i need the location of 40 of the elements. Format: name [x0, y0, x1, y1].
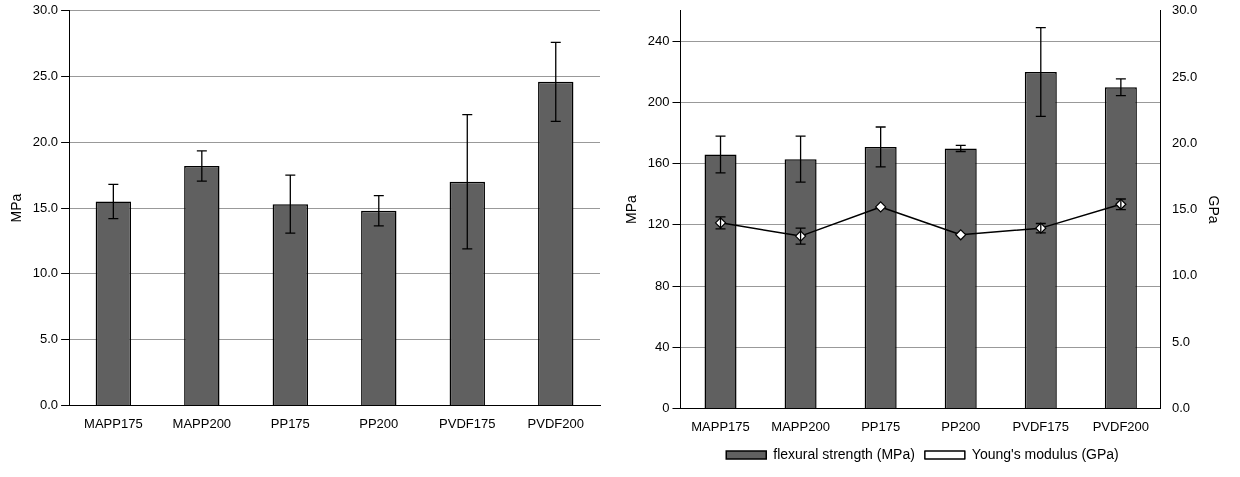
y-tick-label: 0 — [662, 399, 670, 415]
y-tick-label: 0.0 — [40, 396, 59, 412]
y2-tick-label: 10.0 — [1171, 267, 1198, 283]
y2-tick-label: 25.0 — [1171, 68, 1198, 84]
x-tick-label: PVDF200 — [527, 415, 584, 431]
x-tick-label: PVDF175 — [1012, 418, 1069, 434]
x-tick-label: PVDF175 — [439, 415, 496, 431]
y-tick-label: 15.0 — [32, 199, 59, 215]
x-tick-label: PP200 — [941, 418, 981, 434]
y-tick-label: 200 — [647, 94, 670, 110]
x-tick-label: MAPP175 — [84, 415, 143, 431]
y-tick-label: 25.0 — [32, 68, 59, 84]
y2-tick-label: 0.0 — [1171, 399, 1190, 415]
y-axis-title: MPa — [623, 195, 640, 224]
y-tick-label: 10.0 — [32, 265, 59, 281]
y-axis-title: MPa — [8, 193, 25, 223]
x-tick-label: PP200 — [359, 415, 399, 431]
y2-axis-title: GPa — [1205, 195, 1222, 224]
x-tick-label: MAPP200 — [172, 415, 232, 431]
y2-tick-label: 5.0 — [1171, 333, 1190, 349]
x-tick-label: MAPP175 — [691, 418, 750, 434]
x-tick-label: MAPP200 — [771, 418, 830, 434]
point — [955, 229, 967, 241]
point — [875, 201, 887, 213]
x-tick-label: PP175 — [861, 418, 901, 434]
y-tick-label: 160 — [647, 155, 670, 171]
y-tick-label: 30.0 — [32, 2, 59, 18]
x-tick-label: PVDF200 — [1092, 418, 1150, 434]
legend-label: flexural strength (MPa) — [773, 445, 915, 462]
legend-label: Young's modulus (GPa) — [971, 445, 1119, 462]
y-tick-label: 20.0 — [32, 133, 59, 149]
y-tick-label: 240 — [647, 32, 670, 48]
y-tick-label: 120 — [647, 216, 670, 232]
y2-tick-label: 20.0 — [1171, 134, 1198, 150]
y2-tick-label: 15.0 — [1171, 201, 1198, 217]
y2-tick-label: 30.0 — [1171, 2, 1198, 18]
y-tick-label: 80 — [655, 277, 670, 293]
y-tick-label: 5.0 — [40, 331, 59, 347]
x-tick-label: PP175 — [270, 415, 310, 431]
y-tick-label: 40 — [655, 338, 670, 354]
